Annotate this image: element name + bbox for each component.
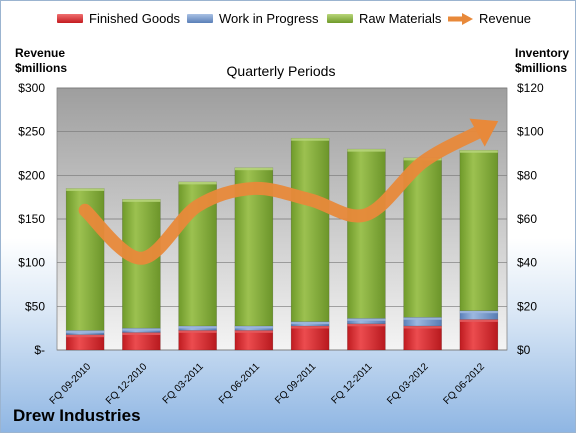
legend-finished-goods: Finished Goods bbox=[57, 11, 180, 26]
work-in-progress-bar-top bbox=[66, 330, 105, 333]
raw-materials-bar-top bbox=[122, 199, 161, 202]
finished-goods-bar bbox=[459, 319, 499, 351]
legend-work-in-progress-label: Work in Progress bbox=[219, 11, 319, 26]
finished-goods-swatch bbox=[57, 14, 83, 23]
legend-finished-goods-label: Finished Goods bbox=[89, 11, 181, 26]
finished-goods-bar bbox=[178, 330, 217, 351]
legend: Finished Goods Work in Progress Raw Mate… bbox=[1, 11, 575, 35]
raw-materials-bar-top bbox=[178, 181, 217, 185]
work-in-progress-bar-top bbox=[234, 325, 273, 329]
right-axis-title: Inventory $millions bbox=[515, 46, 569, 76]
raw-materials-bar bbox=[290, 137, 330, 322]
finished-goods-bar-top bbox=[291, 325, 330, 329]
finished-goods-bar-top bbox=[178, 330, 217, 333]
finished-goods-bar-top bbox=[403, 325, 442, 329]
left-axis-title-line-1: Revenue bbox=[15, 46, 66, 60]
company-name: Drew Industries bbox=[13, 406, 141, 425]
right-axis-title-line-1: Inventory bbox=[515, 46, 570, 60]
finished-goods-bar-top bbox=[122, 332, 161, 336]
right-tick-label: $80 bbox=[517, 168, 537, 182]
work-in-progress-bar-top bbox=[347, 318, 386, 321]
raw-materials-bar bbox=[347, 148, 386, 319]
raw-materials-bar-top bbox=[459, 150, 498, 153]
right-tick-label: $60 bbox=[517, 212, 537, 226]
left-tick-label: $200 bbox=[18, 168, 45, 182]
finished-goods-bar bbox=[290, 325, 330, 351]
raw-materials-bar-top bbox=[234, 167, 273, 171]
x-tick-label: FQ 09-2011 bbox=[273, 361, 318, 406]
left-tick-label: $150 bbox=[18, 212, 45, 226]
right-tick-label: $20 bbox=[517, 299, 537, 313]
left-tick-label: $50 bbox=[25, 299, 45, 313]
left-tick-label: $100 bbox=[18, 256, 45, 270]
raw-materials-bar-top bbox=[291, 138, 330, 141]
raw-materials-swatch bbox=[327, 14, 353, 23]
right-axis-title-line-2: $millions bbox=[515, 61, 568, 75]
legend-raw-materials-label: Raw Materials bbox=[359, 11, 442, 26]
x-tick-label: FQ 03-2011 bbox=[161, 361, 206, 406]
legend-revenue: Revenue bbox=[447, 11, 531, 26]
finished-goods-bar bbox=[122, 332, 161, 351]
raw-materials-bar-top bbox=[347, 149, 386, 152]
right-tick-label: $100 bbox=[517, 125, 544, 139]
right-tick-label: $120 bbox=[517, 81, 544, 95]
legend-work-in-progress: Work in Progress bbox=[187, 11, 318, 26]
work-in-progress-swatch bbox=[187, 14, 213, 23]
x-tick-label: FQ 12-2011 bbox=[330, 361, 375, 406]
right-tick-label: $40 bbox=[517, 256, 537, 270]
left-tick-label: $300 bbox=[18, 81, 45, 95]
finished-goods-bar bbox=[403, 325, 442, 351]
left-axis-title-line-2: $millions bbox=[15, 61, 68, 75]
left-axis-title: Revenue $millions bbox=[15, 46, 67, 76]
right-tick-label: $0 bbox=[517, 343, 531, 357]
x-tick-label: FQ 12-2010 bbox=[104, 361, 150, 407]
finished-goods-bar bbox=[347, 323, 386, 351]
finished-goods-bar-top bbox=[459, 319, 498, 322]
raw-materials-bar bbox=[459, 149, 499, 311]
finished-goods-bar bbox=[234, 330, 274, 351]
finished-goods-bar-top bbox=[66, 334, 105, 338]
chart-title: Quarterly Periods bbox=[226, 63, 336, 79]
x-tick-label: FQ 09-2010 bbox=[48, 361, 94, 407]
revenue-arrow-icon bbox=[448, 12, 473, 25]
revenue-line bbox=[78, 126, 484, 265]
finished-goods-bar-top bbox=[347, 323, 386, 327]
x-tick-label: FQ 03-2012 bbox=[385, 361, 431, 407]
work-in-progress-bar-top bbox=[291, 321, 330, 325]
work-in-progress-bar-top bbox=[122, 328, 161, 331]
work-in-progress-bar-top bbox=[403, 317, 442, 320]
legend-raw-materials: Raw Materials bbox=[327, 11, 441, 26]
raw-materials-bar bbox=[403, 157, 442, 318]
x-tick-label: FQ 06-2012 bbox=[441, 361, 487, 407]
x-tick-label: FQ 06-2011 bbox=[217, 361, 262, 406]
work-in-progress-bar-top bbox=[459, 310, 498, 314]
left-tick-label: $250 bbox=[18, 125, 45, 139]
legend-revenue-label: Revenue bbox=[479, 11, 532, 26]
work-in-progress-bar-top bbox=[178, 325, 217, 329]
left-tick-label: $- bbox=[34, 343, 45, 357]
raw-materials-bar-top bbox=[66, 188, 105, 191]
revenue-arrow-head bbox=[469, 118, 499, 147]
finished-goods-bar-top bbox=[234, 330, 273, 333]
